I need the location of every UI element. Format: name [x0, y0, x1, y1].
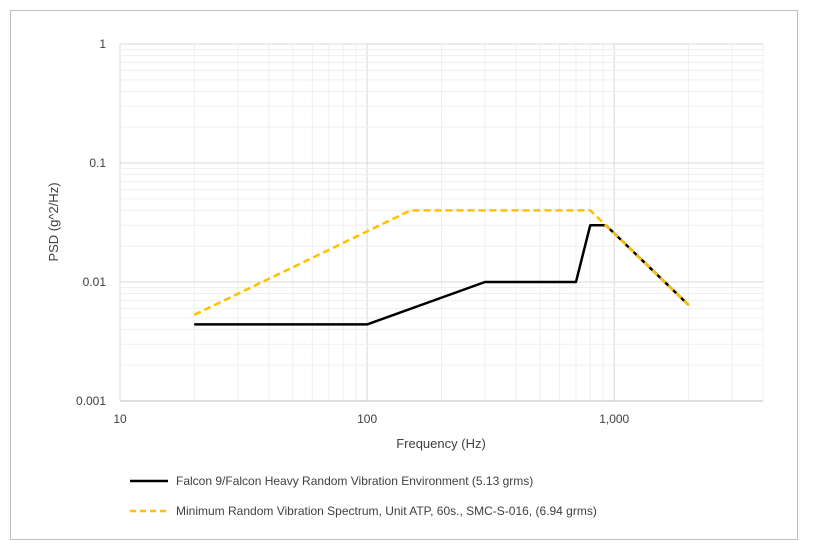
legend: Falcon 9/Falcon Heavy Random Vibration E… [130, 474, 597, 518]
y-tick-label: 1 [99, 37, 106, 51]
y-tick-label: 0.01 [83, 275, 107, 289]
data-point-0 [589, 224, 591, 226]
data-point-1 [193, 314, 195, 316]
data-point-0 [366, 323, 368, 325]
x-tick-label: 10 [113, 412, 127, 426]
series-line-1 [193, 209, 690, 316]
chart-frame [10, 10, 798, 540]
legend-label-smc: Minimum Random Vibration Spectrum, Unit … [176, 504, 597, 518]
y-tick-label: 0.1 [89, 156, 106, 170]
x-tick-label: 100 [357, 412, 377, 426]
data-point-1 [688, 304, 690, 306]
x-tick-label: 1,000 [599, 412, 629, 426]
y-axis-label: PSD (g^2/Hz) [46, 182, 61, 261]
data-point-0 [484, 281, 486, 283]
legend-label-falcon: Falcon 9/Falcon Heavy Random Vibration E… [176, 474, 533, 488]
data-point-0 [575, 281, 577, 283]
y-tick-label: 0.001 [76, 394, 106, 408]
data-point-1 [410, 209, 412, 211]
data-point-1 [589, 209, 591, 211]
data-point-0 [193, 323, 195, 325]
x-axis-label: Frequency (Hz) [396, 436, 486, 451]
